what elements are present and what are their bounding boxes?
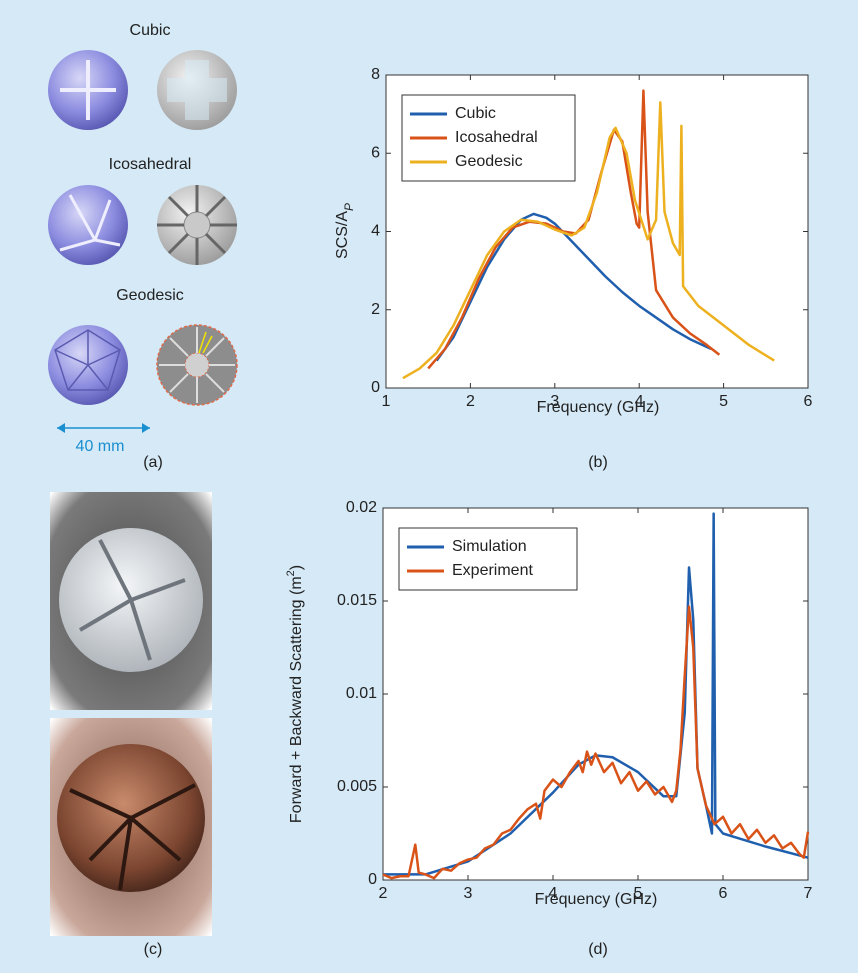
y-tick-label: 0.015	[337, 592, 377, 609]
y-tick-label: 0.005	[337, 778, 377, 795]
figure: Cubic Icosahedral Geodesic 40 mm (a) (c)…	[0, 0, 858, 973]
x-tick-label: 4	[635, 393, 644, 410]
y-axis-label-text: Forward + Backward Scattering (m	[288, 576, 305, 823]
y-axis-label-subscript: P	[342, 203, 356, 211]
x-tick-label: 5	[719, 393, 728, 410]
x-tick-label: 1	[382, 393, 391, 410]
x-tick-label: 2	[466, 393, 475, 410]
panel-label: (a)	[143, 454, 163, 471]
legend-label: Icosahedral	[455, 129, 538, 146]
legend-label: Simulation	[452, 538, 527, 555]
panel-label: (b)	[588, 454, 608, 471]
geodesic-core	[185, 353, 209, 377]
shape-label: Cubic	[130, 22, 171, 39]
x-tick-label: 3	[550, 393, 559, 410]
x-tick-label: 5	[634, 885, 643, 902]
y-tick-label: 0	[371, 379, 380, 396]
y-tick-label: 0	[368, 871, 377, 888]
legend-label: Experiment	[452, 562, 533, 579]
y-tick-label: 2	[371, 301, 380, 318]
legend-label: Geodesic	[455, 153, 523, 170]
y-tick-label: 8	[371, 66, 380, 83]
x-tick-label: 6	[719, 885, 728, 902]
y-tick-label: 0.02	[346, 499, 377, 516]
y-axis-label-text: )	[288, 565, 305, 570]
x-tick-label: 4	[549, 885, 558, 902]
x-tick-label: 3	[464, 885, 473, 902]
x-tick-label: 7	[804, 885, 813, 902]
panel-label: (d)	[588, 941, 608, 958]
legend-label: Cubic	[455, 105, 496, 122]
y-tick-label: 6	[371, 144, 380, 161]
y-tick-label: 0.01	[346, 685, 377, 702]
shape-label: Icosahedral	[109, 156, 192, 173]
scale-label: 40 mm	[76, 438, 125, 455]
panel-label: (c)	[144, 941, 163, 958]
x-tick-label: 6	[804, 393, 813, 410]
shape-label: Geodesic	[116, 287, 184, 304]
y-axis-label: Forward + Backward Scattering (m2)	[285, 565, 305, 823]
x-tick-label: 2	[379, 885, 388, 902]
y-tick-label: 4	[371, 223, 380, 240]
y-axis-label-text: SCS/A	[334, 211, 351, 259]
